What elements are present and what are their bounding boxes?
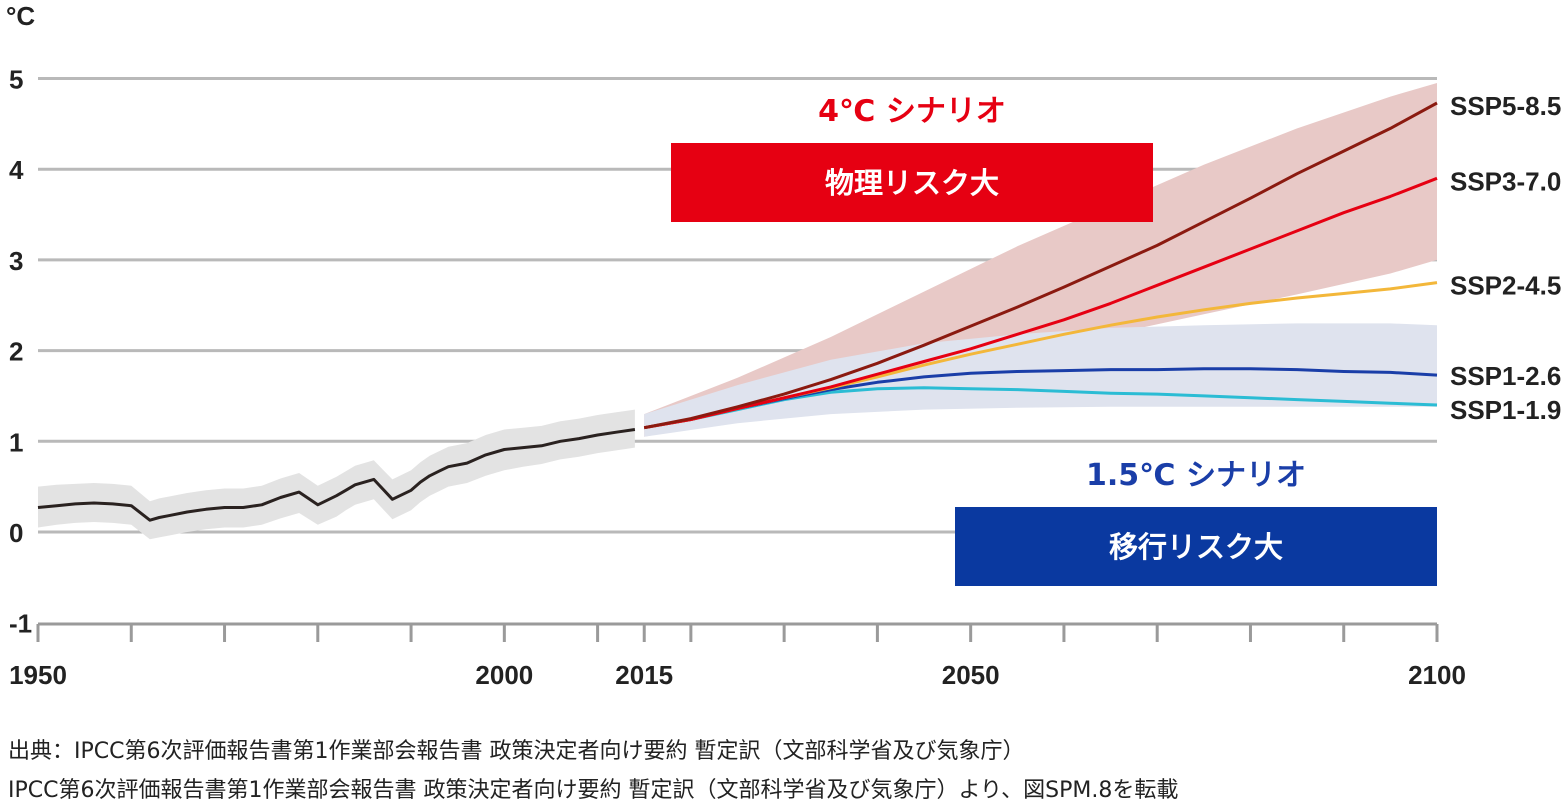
y-tick-label: 3 (9, 246, 23, 276)
series-label-ssp1-2.6: SSP1-2.6 (1450, 361, 1561, 391)
series-label-ssp1-1.9: SSP1-1.9 (1450, 395, 1561, 425)
source-caption-2: IPCC第6次評価報告書第1作業部会報告書 政策決定者向け要約 暫定訳（文部科学… (8, 778, 1179, 803)
high-scenario-title: 4℃ シナリオ (818, 94, 1006, 129)
x-tick-label: 2100 (1408, 660, 1466, 690)
uncertainty-bands (38, 83, 1437, 540)
source-caption-1: 出典：IPCC第6次評価報告書第1作業部会報告書 政策決定者向け要約 暫定訳（文… (8, 739, 1025, 764)
low-risk-box (955, 507, 1437, 586)
y-tick-label: -1 (9, 609, 32, 639)
y-tick-label: 2 (9, 337, 23, 367)
x-tick-label: 2015 (615, 660, 673, 690)
y-tick-label: 4 (9, 155, 24, 185)
series-lines (37, 101, 1438, 522)
y-tick-label: 1 (9, 427, 23, 457)
historical-band (38, 409, 635, 540)
y-unit-label: °C (6, 1, 35, 31)
x-tick-label: 2050 (942, 660, 1000, 690)
series-labels: SSP5-8.5 SSP3-7.0 SSP2-4.5 SSP1-2.6 SSP1-1.9 (1450, 91, 1561, 425)
series-label-ssp2-4.5: SSP2-4.5 (1450, 271, 1561, 301)
series-line-ssp3-7.0 (643, 176, 1438, 430)
low-risk-label: 移行リスク大 (1109, 530, 1283, 564)
high-risk-label: 物理リスク大 (825, 166, 999, 200)
axes: -1 0 1 2 3 4 5 °C 1950 2000 2015 2050 2100 (6, 1, 1466, 690)
low-scenario-title: 1.5℃ シナリオ (1086, 458, 1306, 493)
high-emission-band (644, 83, 1437, 437)
x-tick-label: 2000 (475, 660, 533, 690)
series-line-ssp5-8.5 (643, 101, 1438, 430)
high-risk-box (671, 143, 1153, 222)
y-tick-label: 5 (9, 65, 23, 95)
x-tick-label: 1950 (9, 660, 67, 690)
series-label-ssp3-7.0: SSP3-7.0 (1450, 166, 1561, 196)
low-emission-band (644, 323, 1437, 437)
historical-line (37, 428, 636, 522)
y-tick-label: 0 (9, 518, 23, 548)
series-label-ssp5-8.5: SSP5-8.5 (1450, 91, 1561, 121)
